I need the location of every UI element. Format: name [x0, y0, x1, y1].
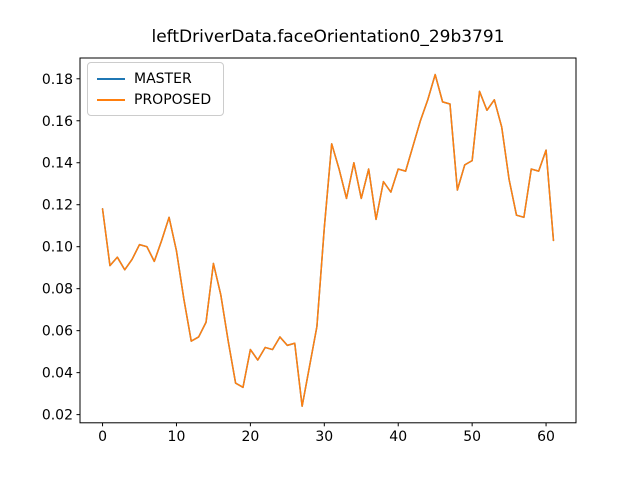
x-tick-label: 0	[98, 429, 107, 445]
y-tick-label: 0.14	[42, 156, 73, 172]
legend-item-proposed: PROPOSED	[97, 89, 211, 110]
x-tick-label: 50	[463, 429, 481, 445]
series-line-master	[101, 73, 555, 407]
legend-item-master: MASTER	[97, 68, 211, 89]
y-tick-label: 0.16	[42, 114, 73, 130]
y-tick-label: 0.10	[42, 240, 73, 256]
legend-line-swatch-master	[97, 77, 125, 80]
series-line-proposed	[101, 73, 555, 407]
x-tick-label: 30	[315, 429, 333, 445]
x-tick-label: 60	[537, 429, 555, 445]
legend: MASTER PROPOSED	[87, 62, 225, 116]
y-tick-label: 0.02	[42, 408, 73, 424]
chart-title: leftDriverData.faceOrientation0_29b3791	[151, 27, 505, 47]
x-tick-label: 40	[389, 429, 407, 445]
legend-label-master: MASTER	[134, 70, 192, 87]
y-tick-label: 0.04	[42, 366, 73, 382]
y-tick-label: 0.12	[42, 198, 73, 214]
axes-spines	[79, 57, 577, 424]
x-tick-label: 20	[241, 429, 259, 445]
y-tick-label: 0.08	[42, 282, 73, 298]
y-tick-label: 0.18	[42, 72, 73, 88]
legend-line-swatch-proposed	[97, 98, 125, 101]
legend-label-proposed: PROPOSED	[134, 91, 212, 108]
x-tick-label: 10	[168, 429, 186, 445]
y-tick-label: 0.06	[42, 324, 73, 340]
